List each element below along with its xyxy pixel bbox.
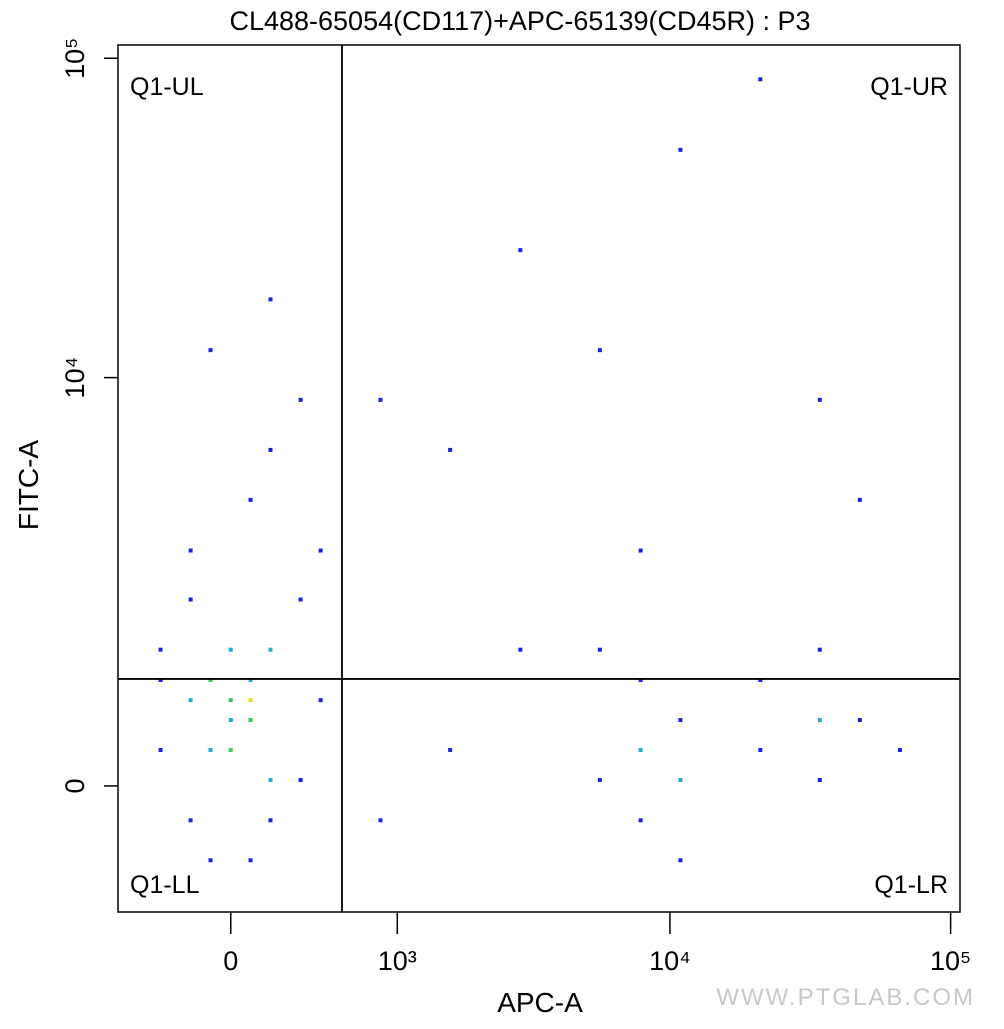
- dot: [817, 647, 822, 652]
- dot: [248, 858, 253, 863]
- dot: [378, 397, 383, 402]
- dot: [248, 678, 253, 683]
- dot: [158, 748, 163, 753]
- dot: [158, 647, 163, 652]
- plot-frame: [117, 44, 961, 913]
- x-axis-label: APC-A: [497, 987, 583, 1018]
- chart-title: CL488-65054(CD117)+APC-65139(CD45R) : P3: [229, 6, 810, 36]
- dot: [188, 698, 193, 703]
- dot: [208, 858, 213, 863]
- dot: [597, 647, 602, 652]
- dot: [448, 748, 453, 753]
- dot: [378, 818, 383, 823]
- x-tick-label: 10⁵: [930, 946, 971, 976]
- dot: [268, 447, 273, 452]
- x-tick-label: 10³: [378, 946, 417, 976]
- dot: [248, 497, 253, 502]
- dot: [758, 77, 763, 82]
- dot: [208, 348, 213, 353]
- dot: [857, 497, 862, 502]
- y-axis-label: FITC-A: [13, 440, 44, 531]
- y-tick-label: 10⁵: [60, 38, 90, 79]
- dot: [248, 718, 253, 723]
- dot: [597, 348, 602, 353]
- dot: [678, 718, 683, 723]
- dot: [448, 447, 453, 452]
- dot: [518, 248, 523, 253]
- quadrant-label: Q1-UL: [130, 73, 204, 101]
- dot: [638, 748, 643, 753]
- dot: [208, 748, 213, 753]
- dot: [897, 748, 902, 753]
- x-tick-label: 10⁴: [649, 946, 691, 976]
- y-tick-label: 0: [60, 778, 90, 793]
- dot: [158, 678, 163, 683]
- dot: [318, 548, 323, 553]
- dot: [597, 778, 602, 783]
- dot: [268, 818, 273, 823]
- dot: [248, 698, 253, 703]
- dot: [758, 748, 763, 753]
- dot: [817, 778, 822, 783]
- dot: [228, 748, 233, 753]
- dot: [268, 647, 273, 652]
- dot: [228, 698, 233, 703]
- dot: [268, 778, 273, 783]
- dot: [188, 597, 193, 602]
- quadrant-label: Q1-UR: [870, 73, 948, 101]
- y-tick-label: 10⁴: [60, 357, 90, 399]
- watermark: WWW.PTGLAB.COM: [716, 984, 975, 1011]
- dot: [188, 548, 193, 553]
- dot: [638, 818, 643, 823]
- dot: [208, 678, 213, 683]
- dot: [298, 597, 303, 602]
- dot: [678, 147, 683, 152]
- quadrant-label: Q1-LL: [130, 871, 200, 899]
- dot: [817, 397, 822, 402]
- dot: [678, 778, 683, 783]
- dot: [188, 818, 193, 823]
- dot: [638, 548, 643, 553]
- dot: [857, 718, 862, 723]
- dot: [298, 778, 303, 783]
- quadrant-label: Q1-LR: [874, 871, 948, 899]
- dot: [678, 858, 683, 863]
- dot: [518, 647, 523, 652]
- dot: [817, 718, 822, 723]
- dot: [758, 678, 763, 683]
- dot: [268, 297, 273, 302]
- dot: [638, 678, 643, 683]
- dot: [298, 397, 303, 402]
- x-tick-label: 0: [223, 946, 238, 976]
- dot: [228, 647, 233, 652]
- dot: [228, 718, 233, 723]
- dot: [318, 698, 323, 703]
